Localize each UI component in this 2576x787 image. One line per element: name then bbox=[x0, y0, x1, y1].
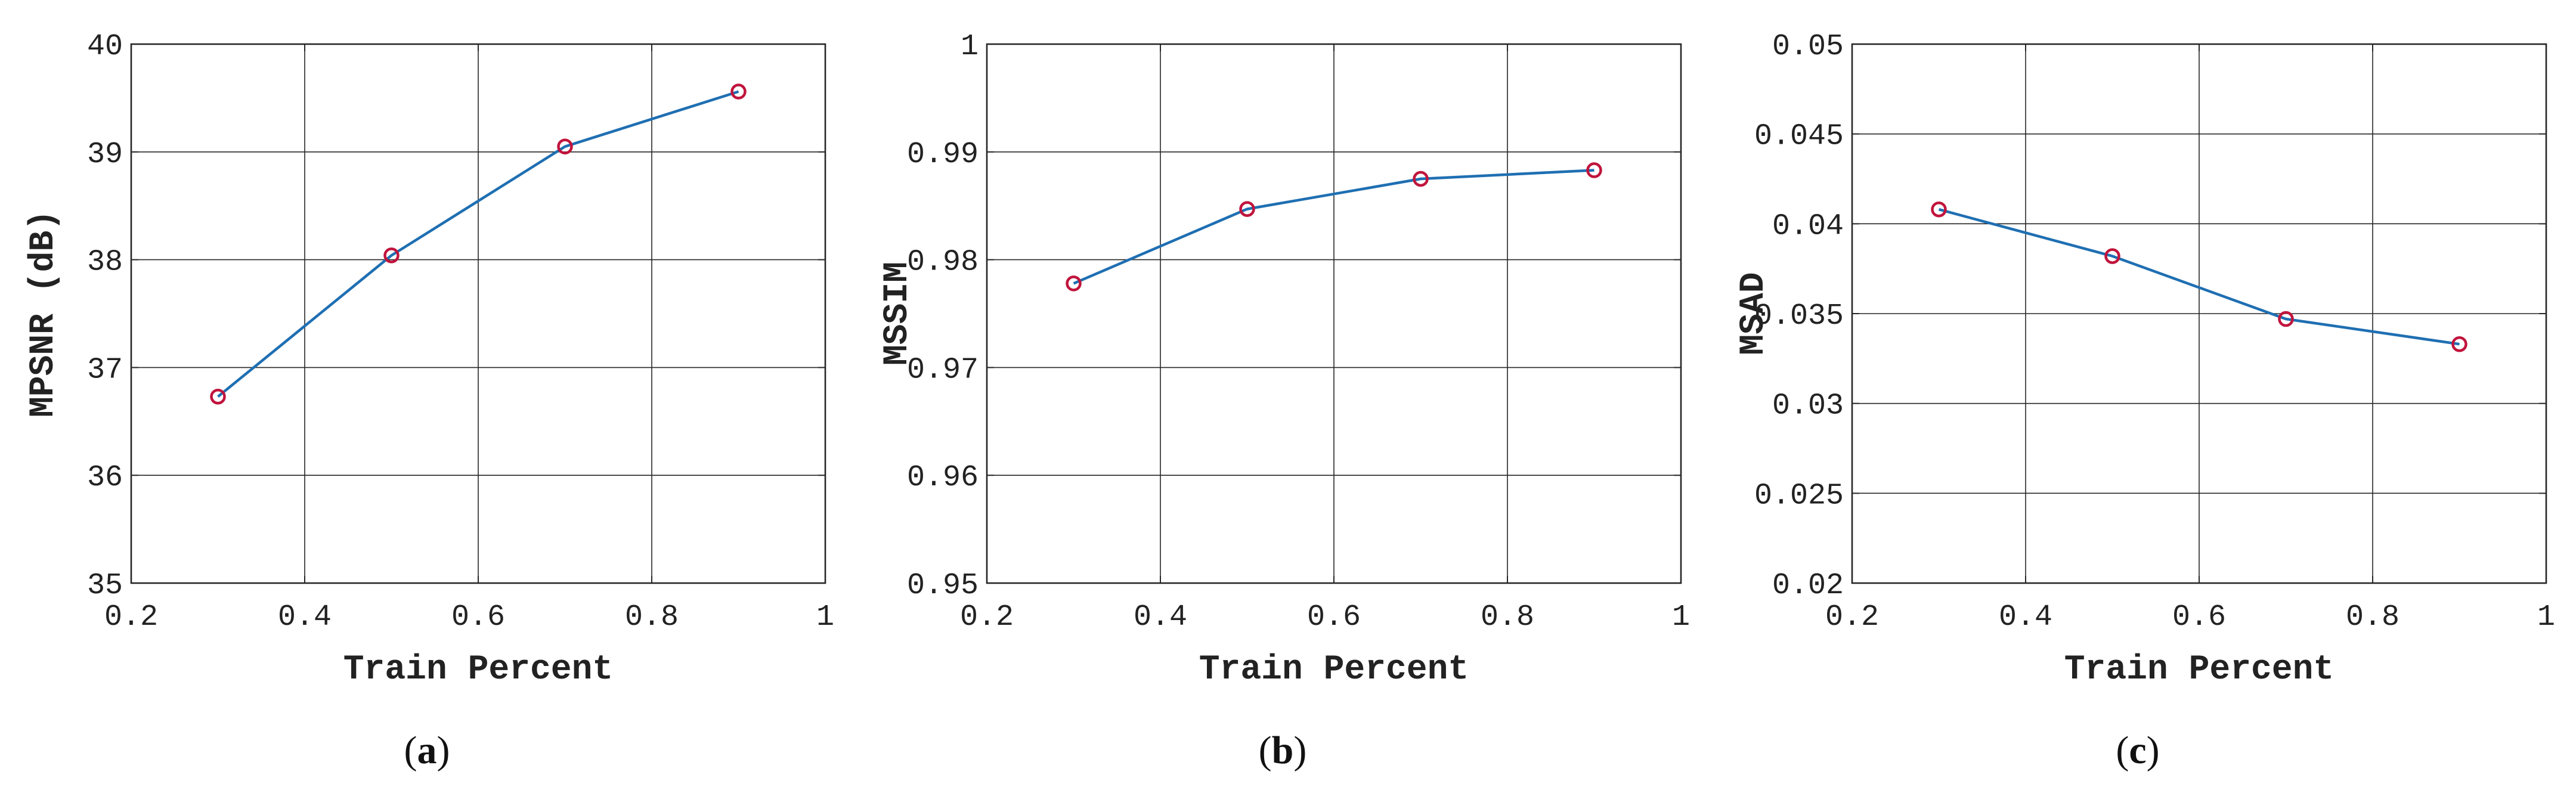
y-tick-label: 38 bbox=[87, 246, 123, 280]
y-tick-label: 37 bbox=[87, 353, 123, 387]
x-tick-label: 0.6 bbox=[451, 600, 505, 634]
x-tick-label: 1 bbox=[816, 600, 834, 634]
x-tick-label: 0.8 bbox=[1481, 600, 1534, 634]
panel-caption: (c) bbox=[2116, 729, 2159, 772]
panel-caption: (b) bbox=[1259, 729, 1307, 772]
series-line bbox=[1938, 208, 2460, 346]
y-axis-label: MSAD bbox=[1735, 272, 1773, 355]
y-tick-label: 0.99 bbox=[907, 138, 979, 172]
y-tick-label: 0.97 bbox=[907, 353, 979, 387]
chart-panel-c: 0.2 0.4 0.6 0.8 1 0.02 0.025 0.03 0.035 0.04 0.045… bbox=[1735, 30, 2555, 772]
panel-caption: (a) bbox=[404, 729, 450, 772]
y-tick-label: 39 bbox=[87, 138, 123, 172]
data-point bbox=[1239, 201, 1255, 217]
series-line bbox=[1073, 169, 1594, 285]
data-point bbox=[730, 83, 747, 100]
x-tick-label: 0.4 bbox=[1134, 600, 1187, 634]
chart-panel-a: 0.2 0.4 0.6 0.8 1 35 36 37 38 39 40 Train Percent MP… bbox=[24, 30, 834, 772]
y-tick-label: 0.98 bbox=[907, 246, 979, 280]
data-point bbox=[2278, 311, 2294, 327]
data-point bbox=[1066, 275, 1082, 292]
data-point bbox=[557, 138, 573, 155]
data-point bbox=[383, 247, 400, 264]
series-line bbox=[217, 90, 739, 398]
data-point bbox=[1586, 162, 1602, 178]
chart-panel-b: 0.2 0.4 0.6 0.8 1 0.95 0.96 0.97 0.98 0.99 1 Train … bbox=[878, 30, 1690, 772]
y-tick-label: 0.95 bbox=[907, 569, 979, 603]
y-tick-label: 36 bbox=[87, 461, 123, 495]
x-tick-label: 0.2 bbox=[960, 600, 1014, 634]
x-tick-label: 0.2 bbox=[104, 600, 158, 634]
data-point bbox=[2451, 336, 2467, 352]
x-tick-label: 0.6 bbox=[2172, 600, 2226, 634]
y-tick-label: 1 bbox=[961, 30, 979, 64]
y-tick-label: 0.05 bbox=[1772, 30, 1844, 64]
y-tick-label: 0.04 bbox=[1772, 209, 1844, 243]
y-tick-label: 0.96 bbox=[907, 461, 979, 495]
y-tick-label: 0.045 bbox=[1754, 120, 1844, 154]
x-tick-label: 1 bbox=[1672, 600, 1690, 634]
y-tick-label: 35 bbox=[87, 569, 123, 603]
x-tick-label: 0.6 bbox=[1307, 600, 1361, 634]
x-tick-label: 0.8 bbox=[2346, 600, 2399, 634]
y-tick-label: 0.02 bbox=[1772, 569, 1844, 603]
x-tick-label: 0.4 bbox=[1999, 600, 2052, 634]
x-axis-label: Train Percent bbox=[1199, 650, 1469, 689]
data-point bbox=[1931, 201, 1947, 218]
x-tick-label: 0.4 bbox=[278, 600, 332, 634]
x-axis-label: Train Percent bbox=[343, 650, 613, 689]
data-point bbox=[210, 388, 226, 405]
x-tick-label: 0.2 bbox=[1825, 600, 1879, 634]
y-tick-label: 40 bbox=[87, 30, 123, 64]
data-point bbox=[2104, 248, 2120, 264]
x-tick-label: 0.8 bbox=[625, 600, 679, 634]
y-tick-label: 0.025 bbox=[1754, 479, 1844, 513]
x-tick-label: 1 bbox=[2537, 600, 2555, 634]
y-axis-label: MSSIM bbox=[878, 262, 917, 365]
x-axis-label: Train Percent bbox=[2064, 650, 2334, 689]
y-axis-label: MPSNR (dB) bbox=[24, 210, 63, 417]
y-tick-label: 0.035 bbox=[1754, 299, 1844, 333]
y-tick-label: 0.03 bbox=[1772, 389, 1844, 423]
data-point bbox=[1413, 171, 1429, 187]
